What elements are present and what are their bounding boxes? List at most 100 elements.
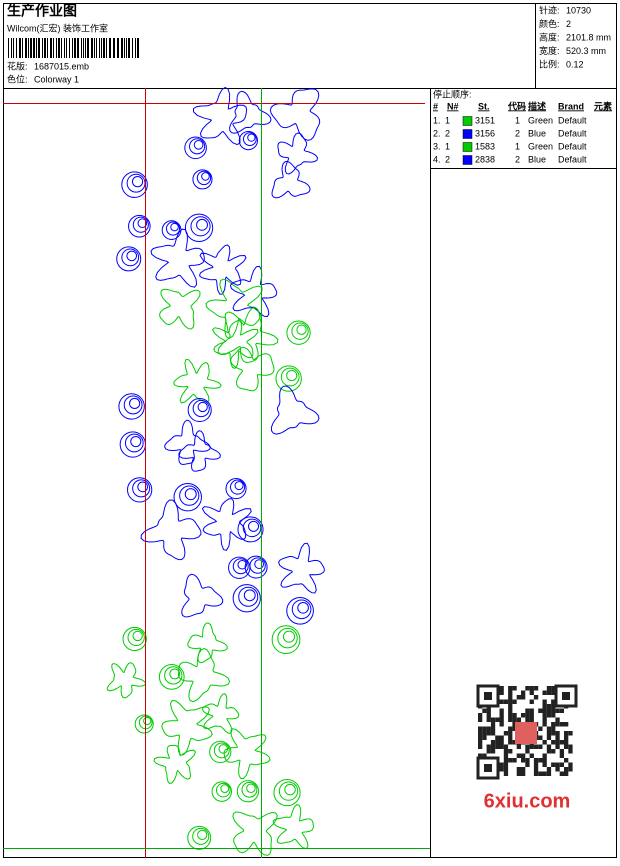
qr-cell xyxy=(555,735,560,740)
qr-cell xyxy=(499,686,504,691)
qr-cell xyxy=(478,713,483,718)
motif xyxy=(127,477,153,503)
motif xyxy=(132,216,149,233)
bar-stripe xyxy=(94,38,95,58)
needle: 1 xyxy=(445,115,450,125)
qr-cell xyxy=(503,731,509,736)
title: 生产作业图 xyxy=(7,3,77,19)
qr-cell xyxy=(538,735,543,740)
qr-cell xyxy=(525,686,530,691)
bar-stripe xyxy=(11,38,12,58)
qr-cell xyxy=(529,690,534,695)
motif xyxy=(241,781,258,798)
motif xyxy=(184,136,207,160)
bar-stripe xyxy=(28,38,29,58)
qr-cell xyxy=(542,708,547,713)
bar-stripe xyxy=(13,38,14,58)
qr-cell xyxy=(499,690,504,695)
stitches: 1583 xyxy=(475,141,495,151)
qr-cell xyxy=(559,762,564,767)
motif xyxy=(286,369,298,382)
qr-cell xyxy=(533,767,539,772)
qr-cell xyxy=(564,758,569,763)
bar-stripe xyxy=(58,38,60,58)
qr-cell xyxy=(568,749,573,754)
motif xyxy=(124,433,144,453)
qr-cell xyxy=(529,744,534,749)
qr-cell xyxy=(542,740,547,745)
motif xyxy=(121,248,140,267)
qr-cell xyxy=(512,699,517,704)
bar-stripe xyxy=(99,38,100,58)
stitches: 3151 xyxy=(475,115,495,125)
description: Blue xyxy=(528,128,546,138)
motif xyxy=(269,88,321,141)
motif xyxy=(237,516,264,543)
motif xyxy=(209,740,232,764)
motif xyxy=(132,479,151,498)
qr-cell xyxy=(499,699,504,704)
qr-cell xyxy=(508,735,513,740)
border xyxy=(3,3,617,858)
qr-cell xyxy=(564,740,569,745)
bar-stripe xyxy=(8,38,9,58)
motif xyxy=(121,171,148,198)
motif xyxy=(273,779,301,807)
label: 花版: xyxy=(7,60,28,71)
qr-cell xyxy=(486,749,491,754)
motif xyxy=(123,395,143,415)
qr-cell xyxy=(525,758,530,763)
motif xyxy=(217,306,279,363)
qr-cell xyxy=(490,740,496,745)
qr-cell xyxy=(538,726,543,731)
motif xyxy=(164,419,211,466)
motif xyxy=(286,596,314,625)
qr-cell xyxy=(542,699,547,704)
qr-cell xyxy=(546,744,552,749)
qr-cell xyxy=(508,749,513,754)
qr-cell xyxy=(568,762,573,767)
motif xyxy=(229,265,278,318)
column-header: N# xyxy=(447,101,459,111)
motif xyxy=(248,520,260,532)
code: 1 xyxy=(515,115,520,125)
motif xyxy=(196,170,212,186)
qr-cell xyxy=(546,708,552,713)
motif xyxy=(232,811,278,856)
motif xyxy=(159,288,201,330)
qr-cell xyxy=(512,686,517,691)
bar-stripe xyxy=(126,38,127,58)
qr-cell xyxy=(542,717,547,722)
bar-stripe xyxy=(87,38,89,58)
bar-stripe xyxy=(124,38,125,58)
motif xyxy=(143,716,152,726)
qr-cell xyxy=(546,731,552,736)
qr-finder xyxy=(484,692,492,700)
brand: Default xyxy=(558,154,587,164)
qr-cell xyxy=(516,767,521,772)
bar-stripe xyxy=(77,38,79,58)
motif xyxy=(130,435,142,448)
motif xyxy=(169,668,181,680)
qr-cell xyxy=(564,735,569,740)
motif xyxy=(254,559,265,569)
qr-cell xyxy=(546,704,552,709)
qr-cell xyxy=(529,713,534,718)
motif xyxy=(282,630,296,643)
motif xyxy=(184,213,214,242)
qr-cell xyxy=(495,740,500,745)
qr-cell xyxy=(482,708,487,713)
qr-cell xyxy=(555,731,560,736)
qr-cell xyxy=(546,749,552,754)
qr-cell xyxy=(559,740,564,745)
qr-cell xyxy=(533,758,539,763)
qr-cell xyxy=(516,753,521,758)
column-header: St. xyxy=(478,101,490,111)
motif xyxy=(246,783,256,794)
qr-cell xyxy=(542,704,547,709)
needle: 2 xyxy=(445,154,450,164)
qr-cell xyxy=(521,695,526,700)
order: 3. xyxy=(433,141,441,151)
qr-cell xyxy=(551,690,556,695)
motif xyxy=(184,488,197,501)
